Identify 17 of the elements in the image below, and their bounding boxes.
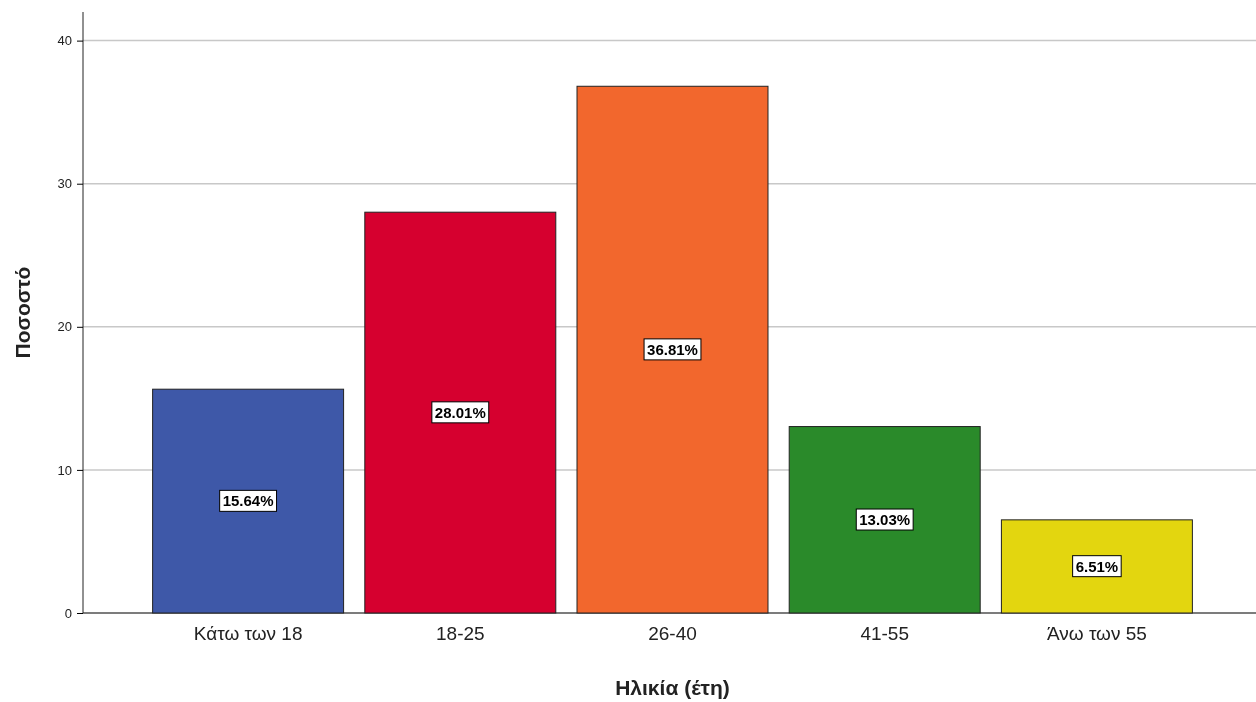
y-tick-label: 20 — [57, 319, 72, 335]
x-tick-label: 18-25 — [436, 623, 485, 645]
data-label: 36.81% — [647, 340, 698, 358]
x-tick-label: 41-55 — [860, 623, 909, 645]
data-label: 28.01% — [434, 403, 486, 421]
x-tick-label: Κάτω των 18 — [193, 623, 303, 645]
y-tick-label: 10 — [57, 462, 72, 478]
data-label: 15.64% — [222, 492, 274, 510]
x-tick-label: 26-40 — [648, 623, 697, 645]
data-label: 6.51% — [1075, 557, 1119, 575]
y-tick-label: 30 — [57, 176, 72, 192]
data-label: 13.03% — [859, 511, 911, 529]
x-axis-title: Ηλικία (έτη) — [615, 676, 730, 699]
y-axis-title: Ποσοστό — [11, 266, 34, 359]
x-tick-label: Άνω των 55 — [1046, 623, 1147, 645]
y-tick-label: 40 — [57, 33, 72, 49]
y-tick-label: 0 — [64, 605, 72, 621]
